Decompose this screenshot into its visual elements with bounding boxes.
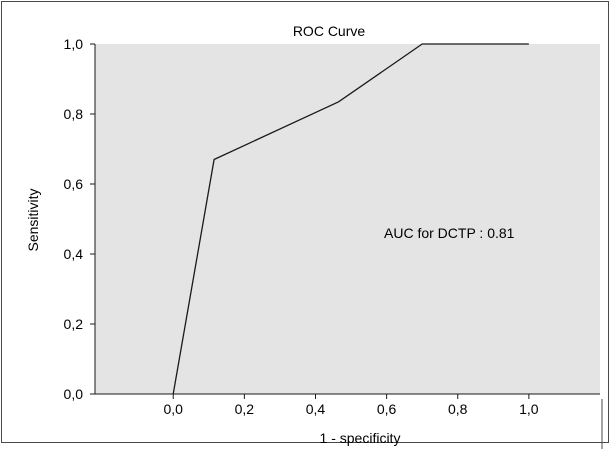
x-tick-label: 1,0 (519, 401, 539, 417)
x-tick-label: 0,0 (164, 401, 184, 417)
y-tick-label: 0,4 (64, 246, 84, 262)
x-axis-label: 1 - specificity (320, 430, 401, 446)
chart-title: ROC Curve (293, 23, 366, 39)
x-tick-label: 0,8 (448, 401, 468, 417)
y-tick-label: 0,8 (64, 106, 84, 122)
auc-annotation: AUC for DCTP : 0.81 (384, 225, 515, 241)
series-lines (172, 43, 529, 395)
y-tick-label: 0,2 (64, 316, 84, 332)
y-axis-label: Sensitivity (25, 188, 41, 251)
y-tick-label: 1,0 (64, 36, 84, 52)
x-tick-label: 0,6 (377, 401, 397, 417)
y-tick-label: 0,0 (64, 386, 84, 402)
y-tick-label: 0,6 (64, 176, 84, 192)
x-tick-label: 0,4 (306, 401, 326, 417)
x-tick-label: 0,2 (235, 401, 255, 417)
axes (94, 44, 603, 449)
chart-frame (1, 1, 609, 443)
plot-area (95, 44, 600, 394)
tick-labels: 0,0 0,2 0,4 0,6 0,8 1,0 0,0 0,2 0,4 0,6 0,8 1,0 (64, 36, 539, 417)
roc-line (172, 43, 529, 395)
